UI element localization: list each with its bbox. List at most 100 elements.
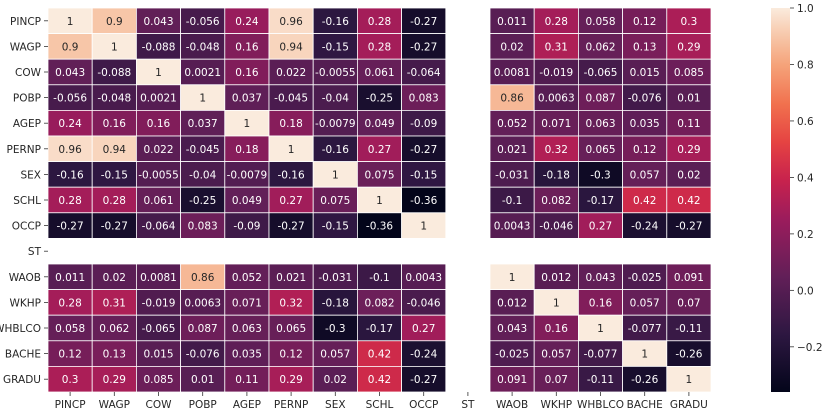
cell-value-label: -0.26: [631, 374, 658, 386]
heatmap-cell: [401, 58, 447, 86]
heatmap-cell: [578, 161, 624, 188]
heatmap-cell: [578, 186, 624, 214]
heatmap-cell: [356, 110, 402, 137]
cell-value-label: -0.15: [322, 221, 349, 233]
heatmap-cell: [578, 58, 624, 86]
cell-value-label: -0.25: [366, 93, 393, 105]
cell-value-label: -0.27: [410, 374, 437, 386]
heatmap-cell: [268, 84, 314, 111]
heatmap-cell: [47, 186, 93, 214]
cell-value-label: 0.083: [188, 221, 218, 233]
x-tick-labels: PINCP WAGP COW POBP AGEP PERNP SEX SCHL OCCP ST WA…: [55, 392, 708, 411]
cell-value-label: 0.063: [585, 118, 615, 130]
x-tick-label: PINCP: [55, 399, 86, 411]
heatmap-cell: [666, 186, 712, 214]
x-tick-label: POBP: [189, 399, 217, 411]
cell-value-label: 0.94: [279, 41, 303, 53]
cell-value-label: -0.019: [539, 67, 573, 79]
heatmap-cell: [666, 365, 712, 393]
heatmap-cell: [135, 289, 181, 316]
cell-value-label: 0.0081: [140, 272, 177, 284]
heatmap-cell: [135, 84, 181, 111]
cell-value-label: -0.16: [278, 169, 305, 181]
x-tick-label: AGEP: [233, 399, 261, 411]
heatmap-cell: [224, 135, 270, 163]
cell-value-label: 0.0063: [538, 93, 575, 105]
cell-value-label: -0.088: [142, 41, 176, 53]
y-tick-label: BACHE: [5, 349, 41, 361]
cell-value-label: 0.28: [368, 16, 391, 28]
y-tick-label: SCHL: [13, 195, 41, 207]
cell-value-label: 0.021: [497, 144, 527, 156]
heatmap-cell: [312, 135, 358, 163]
cell-value-label: 0.28: [58, 195, 81, 207]
heatmap-cell: [401, 135, 447, 163]
heatmap-cell: [91, 33, 137, 60]
cell-value-label: 0.3: [681, 16, 698, 28]
heatmap-cell: [91, 135, 137, 163]
cell-value-label: 0.02: [500, 41, 523, 53]
cell-value-label: -0.27: [675, 221, 702, 233]
cell-value-label: -0.056: [53, 93, 87, 105]
cell-value-label: 1: [597, 323, 604, 335]
cell-value-label: 0.42: [368, 349, 391, 361]
cell-value-label: 0.9: [106, 16, 123, 28]
heatmap-cell: [268, 212, 314, 239]
heatmap-cell: [622, 365, 668, 393]
colorbar-tick-label: 0.4: [797, 172, 814, 184]
heatmap-cell: [533, 135, 579, 163]
heatmap-cell: [356, 263, 402, 291]
cell-value-label: 0.043: [55, 67, 85, 79]
cell-value-label: 0.012: [497, 297, 527, 309]
cell-value-label: 0.061: [143, 195, 173, 207]
cell-value-label: 0.12: [633, 144, 656, 156]
x-tick-label: WAGP: [99, 399, 130, 411]
cell-value-label: 0.015: [630, 67, 660, 79]
heatmap-cell: [312, 161, 358, 188]
heatmap-cell: [268, 314, 314, 342]
heatmap-cell: [401, 365, 447, 393]
cell-value-label: 0.42: [368, 374, 391, 386]
y-tick-label: WKHP: [10, 297, 42, 309]
cell-value-label: -0.056: [186, 16, 220, 28]
cell-value-label: 0.043: [497, 323, 527, 335]
heatmap-cell: [666, 84, 712, 111]
cell-value-label: -0.065: [142, 323, 176, 335]
cell-value-label: 0.29: [677, 41, 700, 53]
heatmap-cell: [224, 263, 270, 291]
heatmap-cell: [224, 161, 270, 188]
cell-value-label: 1: [641, 349, 648, 361]
cell-value-label: 1: [686, 374, 693, 386]
cell-value-label: 0.057: [630, 169, 660, 181]
cell-value-label: 0.0043: [405, 272, 442, 284]
cell-value-label: 0.022: [276, 67, 306, 79]
y-tick-label: COW: [15, 67, 42, 79]
y-tick-label: POBP: [13, 93, 41, 105]
y-tick-label: SEX: [21, 169, 42, 181]
cell-value-label: 0.18: [235, 144, 258, 156]
heatmap-cell: [622, 33, 668, 60]
cell-value-label: 0.035: [630, 118, 660, 130]
cell-value-label: 0.043: [585, 272, 615, 284]
heatmap-cell: [578, 84, 624, 111]
cell-value-label: -0.15: [322, 41, 349, 53]
y-tick-labels: PINCP WAGP COW POBP AGEP PERNP SEX SCHL OCCP ST WA…: [0, 16, 48, 386]
heatmap-cell: [578, 135, 624, 163]
cell-value-label: -0.076: [186, 349, 220, 361]
colorbar-tick-label: 0.2: [797, 229, 814, 241]
y-tick-label: ST: [28, 246, 42, 258]
cell-value-label: -0.27: [101, 221, 128, 233]
colorbar-tick-label: 0.6: [797, 116, 814, 128]
heatmap-cell: [578, 263, 624, 291]
heatmap-cell: [578, 314, 624, 342]
cell-value-label: 0.28: [58, 297, 81, 309]
cell-value-label: 0.065: [276, 323, 306, 335]
heatmap-cell: [666, 161, 712, 188]
cell-value-label: -0.0055: [138, 169, 179, 181]
cell-value-label: -0.048: [186, 41, 220, 53]
heatmap-cell: [47, 314, 93, 342]
heatmap-cell: [356, 314, 402, 342]
cell-value-label: 0.035: [232, 349, 262, 361]
cell-value-label: 0.065: [585, 144, 615, 156]
